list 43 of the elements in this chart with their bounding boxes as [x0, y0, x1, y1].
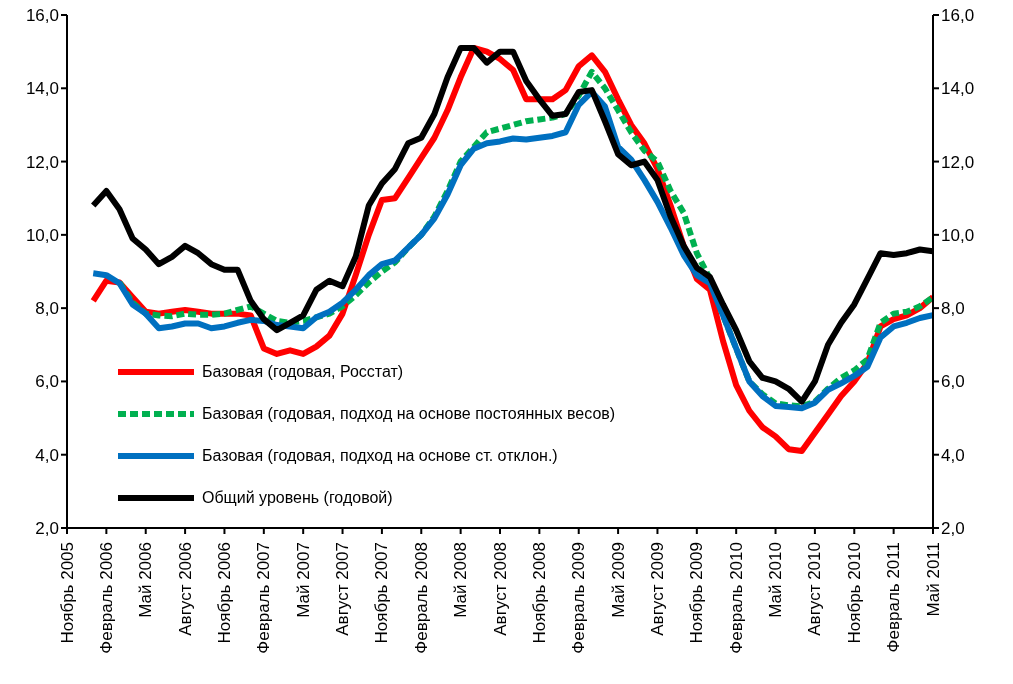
- x-tick-label: Август 2007: [333, 542, 353, 636]
- y2-tick-label: 16,0: [941, 6, 975, 26]
- x-tick-label: Май 2010: [766, 542, 786, 618]
- y2-tick-label: 4,0: [941, 445, 965, 465]
- x-tick-label: Август 2008: [490, 542, 510, 636]
- x-tick-label: Февраль 2009: [569, 542, 589, 654]
- y-tick-label: 16,0: [25, 6, 59, 26]
- y2-tick-label: 10,0: [941, 225, 975, 245]
- x-tick-label: Май 2007: [293, 542, 313, 618]
- legend-label: Базовая (годовая, подход на основе ст. отклон.): [202, 447, 558, 465]
- x-tick-label: Февраль 2008: [411, 542, 431, 654]
- x-tick-label: Август 2010: [805, 542, 825, 636]
- x-tick-label: Май 2011: [923, 542, 943, 617]
- legend-label: Общий уровень (годовой): [202, 489, 393, 507]
- y2-tick-label: 6,0: [941, 372, 965, 392]
- x-tick-label: Ноябрь 2005: [57, 542, 77, 644]
- x-tick-label: Ноябрь 2009: [687, 542, 707, 644]
- x-tick-label: Август 2006: [175, 542, 195, 636]
- x-tick-label: Ноябрь 2007: [372, 542, 392, 644]
- y2-tick-label: 14,0: [941, 79, 975, 99]
- y-tick-label: 10,0: [25, 225, 59, 245]
- y2-tick-label: 2,0: [941, 519, 965, 539]
- y-tick-label: 6,0: [35, 372, 59, 392]
- x-tick-label: Ноябрь 2006: [214, 542, 234, 644]
- y-tick-label: 2,0: [35, 519, 59, 539]
- x-tick-label: Август 2009: [647, 542, 667, 636]
- y-tick-label: 12,0: [25, 152, 59, 172]
- x-tick-label: Ноябрь 2008: [529, 542, 549, 644]
- x-tick-label: Февраль 2006: [96, 542, 116, 654]
- x-tick-label: Май 2008: [451, 542, 471, 618]
- x-tick-label: Февраль 2007: [254, 542, 274, 654]
- x-tick-label: Февраль 2011: [884, 542, 904, 653]
- x-tick-label: Май 2006: [136, 542, 156, 618]
- x-tick-label: Май 2009: [608, 542, 628, 618]
- legend-label: Базовая (годовая, Росстат): [202, 363, 404, 381]
- y2-tick-label: 8,0: [941, 299, 965, 319]
- x-tick-label: Ноябрь 2010: [844, 542, 864, 644]
- x-tick-label: Февраль 2010: [726, 542, 746, 654]
- legend-label: Базовая (годовая, подход на основе постоянных весов): [202, 405, 616, 423]
- y-tick-label: 4,0: [35, 445, 59, 465]
- y-tick-label: 14,0: [25, 79, 59, 99]
- y-tick-label: 8,0: [35, 299, 59, 319]
- y2-tick-label: 12,0: [941, 152, 975, 172]
